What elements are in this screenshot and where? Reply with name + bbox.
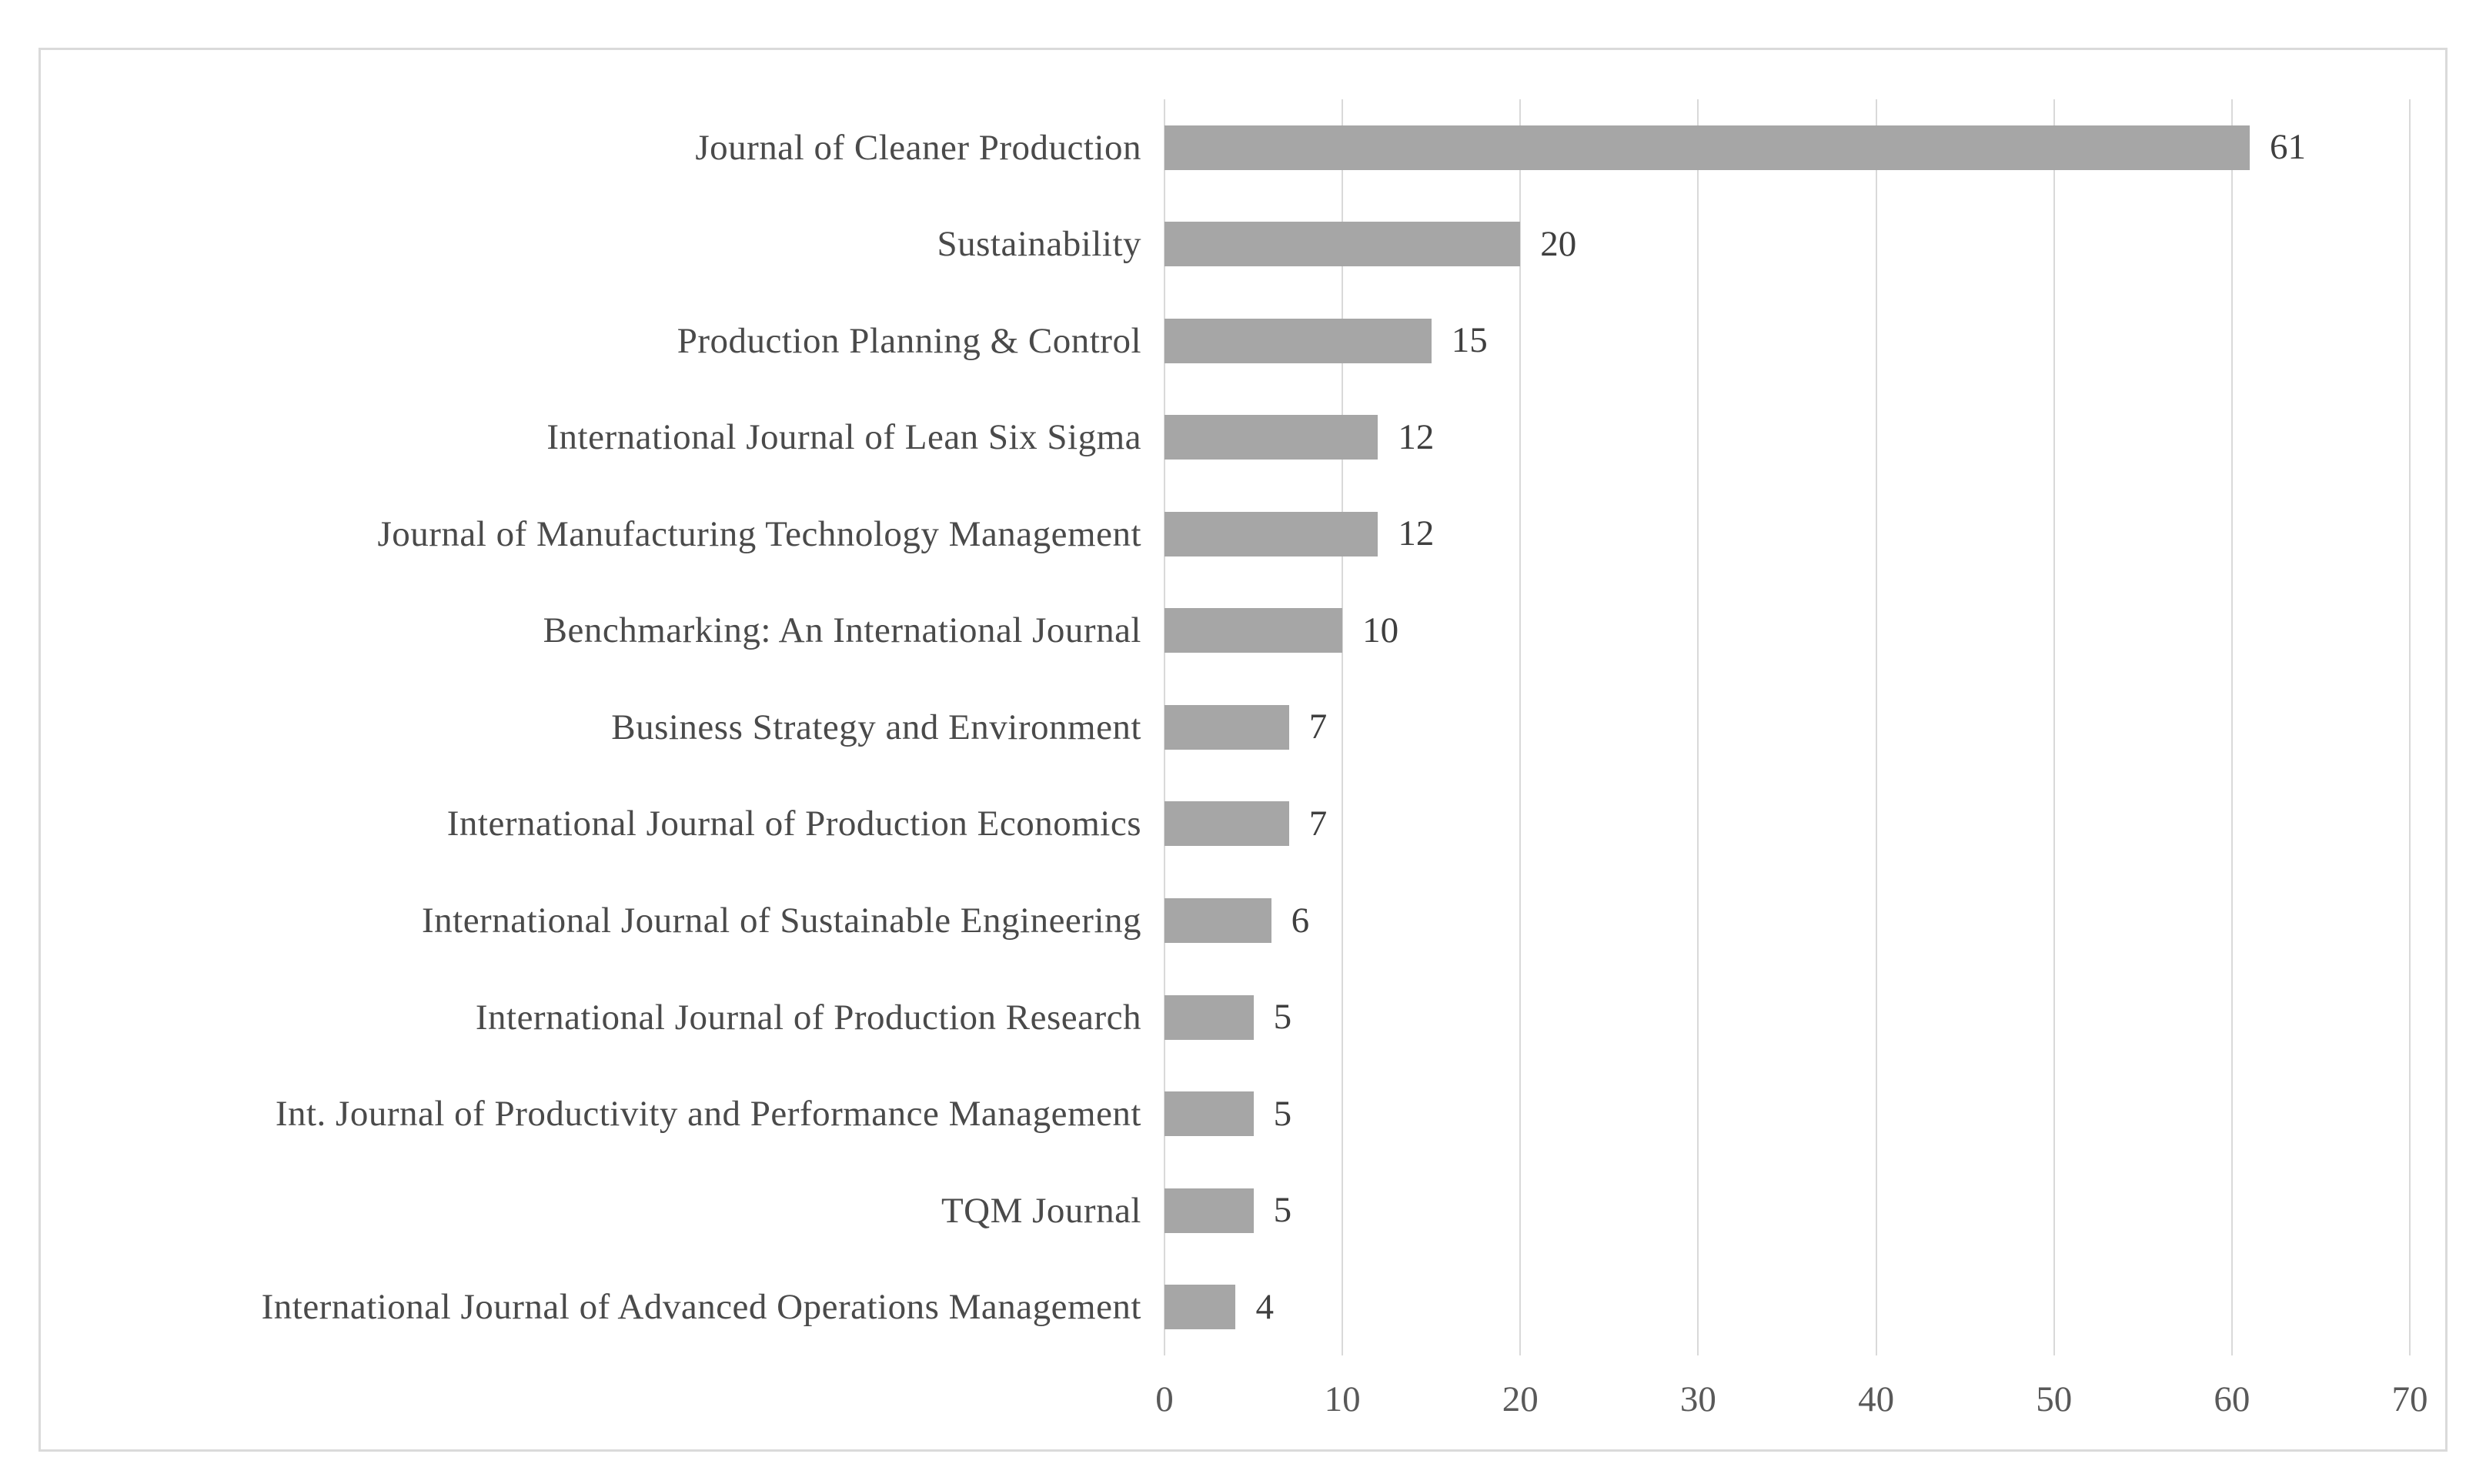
bar: [1164, 222, 1521, 267]
category-label: TQM Journal: [941, 1190, 1141, 1231]
category-label: International Journal of Production Rese…: [475, 997, 1141, 1038]
bar-row: 5: [1164, 1162, 2410, 1259]
bar-row: 61: [1164, 99, 2410, 196]
bar: [1164, 994, 1254, 1040]
category-label: Journal of Manufacturing Technology Mana…: [377, 513, 1141, 554]
category-label-row: Int. Journal of Productivity and Perform…: [41, 1065, 1141, 1162]
x-tick-label: 0: [1155, 1379, 1174, 1419]
bar: [1164, 1188, 1254, 1233]
category-label: International Journal of Production Econ…: [446, 804, 1141, 844]
category-label: Journal of Cleaner Production: [695, 127, 1141, 168]
bar: [1164, 125, 2250, 170]
category-axis: Journal of Cleaner Production Sustainabil…: [41, 99, 1141, 1355]
category-label: Business Strategy and Environment: [611, 707, 1141, 747]
x-axis: 0 10 20 30 40 50 60 70: [1155, 1355, 2428, 1448]
category-label-row: International Journal of Production Econ…: [41, 776, 1141, 873]
category-label: International Journal of Lean Six Sigma: [546, 417, 1141, 458]
value-label: 4: [1255, 1286, 1274, 1327]
value-label: 12: [1398, 416, 1435, 457]
value-label: 12: [1398, 513, 1435, 554]
x-tick-label: 40: [1858, 1379, 1895, 1419]
gridline: [1342, 99, 1344, 1355]
bar: [1164, 704, 1289, 750]
bar-row: 6: [1164, 872, 2410, 969]
category-label-row: International Journal of Production Rese…: [41, 969, 1141, 1066]
x-tick-label: 10: [1324, 1379, 1361, 1419]
gridline: [1875, 99, 1877, 1355]
value-label: 5: [1273, 1190, 1292, 1231]
category-label-row: Journal of Manufacturing Technology Mana…: [41, 486, 1141, 583]
bar-row: 12: [1164, 486, 2410, 583]
category-label-row: International Journal of Advanced Operat…: [41, 1258, 1141, 1355]
bar: [1164, 1091, 1254, 1137]
bar-row: 20: [1164, 196, 2410, 293]
value-label: 5: [1273, 1093, 1292, 1134]
bar: [1164, 415, 1378, 460]
value-label: 20: [1540, 223, 1577, 264]
bar-row: 7: [1164, 679, 2410, 776]
value-label: 7: [1308, 707, 1328, 747]
value-label: 7: [1308, 803, 1328, 844]
category-label: Int. Journal of Productivity and Perform…: [275, 1094, 1141, 1135]
chart-frame: Journal of Cleaner Production Sustainabil…: [38, 48, 2448, 1452]
category-label: Benchmarking: An International Journal: [543, 610, 1141, 651]
category-label: Sustainability: [937, 224, 1141, 265]
bar-row: 15: [1164, 292, 2410, 389]
bar-row: 7: [1164, 776, 2410, 873]
gridline: [1697, 99, 1699, 1355]
category-label: International Journal of Sustainable Eng…: [421, 901, 1141, 941]
category-label-row: Production Planning & Control: [41, 292, 1141, 389]
bar-row: 10: [1164, 583, 2410, 680]
gridline: [2053, 99, 2055, 1355]
bar: [1164, 318, 1432, 363]
x-tick-label: 20: [1502, 1379, 1539, 1419]
category-label-row: Sustainability: [41, 196, 1141, 293]
bar: [1164, 1285, 1236, 1330]
value-label: 5: [1273, 997, 1292, 1038]
value-label: 6: [1291, 900, 1310, 941]
value-label: 15: [1451, 320, 1488, 361]
gridline: [2230, 99, 2233, 1355]
value-label: 10: [1362, 610, 1399, 650]
bar: [1164, 608, 1343, 653]
bar-row: 5: [1164, 969, 2410, 1066]
bar-row: 4: [1164, 1258, 2410, 1355]
bar-row: 12: [1164, 389, 2410, 486]
x-tick-label: 30: [1679, 1379, 1716, 1419]
value-label: 61: [2269, 127, 2306, 168]
category-label-row: International Journal of Lean Six Sigma: [41, 389, 1141, 486]
bar: [1164, 511, 1378, 556]
category-label-row: International Journal of Sustainable Eng…: [41, 872, 1141, 969]
category-label: Production Planning & Control: [677, 320, 1141, 361]
category-label-row: Benchmarking: An International Journal: [41, 583, 1141, 680]
x-tick-label: 70: [2391, 1379, 2428, 1419]
bars: 61 20 15 12 12 10 7 7 6 5 5 5 4: [1164, 99, 2410, 1355]
plot-area: 61 20 15 12 12 10 7 7 6 5 5 5 4: [1164, 99, 2411, 1355]
gridline: [2409, 99, 2411, 1355]
gridline: [1519, 99, 1522, 1355]
x-tick-label: 60: [2214, 1379, 2250, 1419]
category-label: International Journal of Advanced Operat…: [261, 1287, 1141, 1328]
bar: [1164, 801, 1289, 847]
category-label-row: TQM Journal: [41, 1162, 1141, 1259]
bar-row: 5: [1164, 1065, 2410, 1162]
x-tick-label: 50: [2036, 1379, 2073, 1419]
category-label-row: Journal of Cleaner Production: [41, 99, 1141, 196]
bar: [1164, 898, 1271, 944]
category-label-row: Business Strategy and Environment: [41, 679, 1141, 776]
